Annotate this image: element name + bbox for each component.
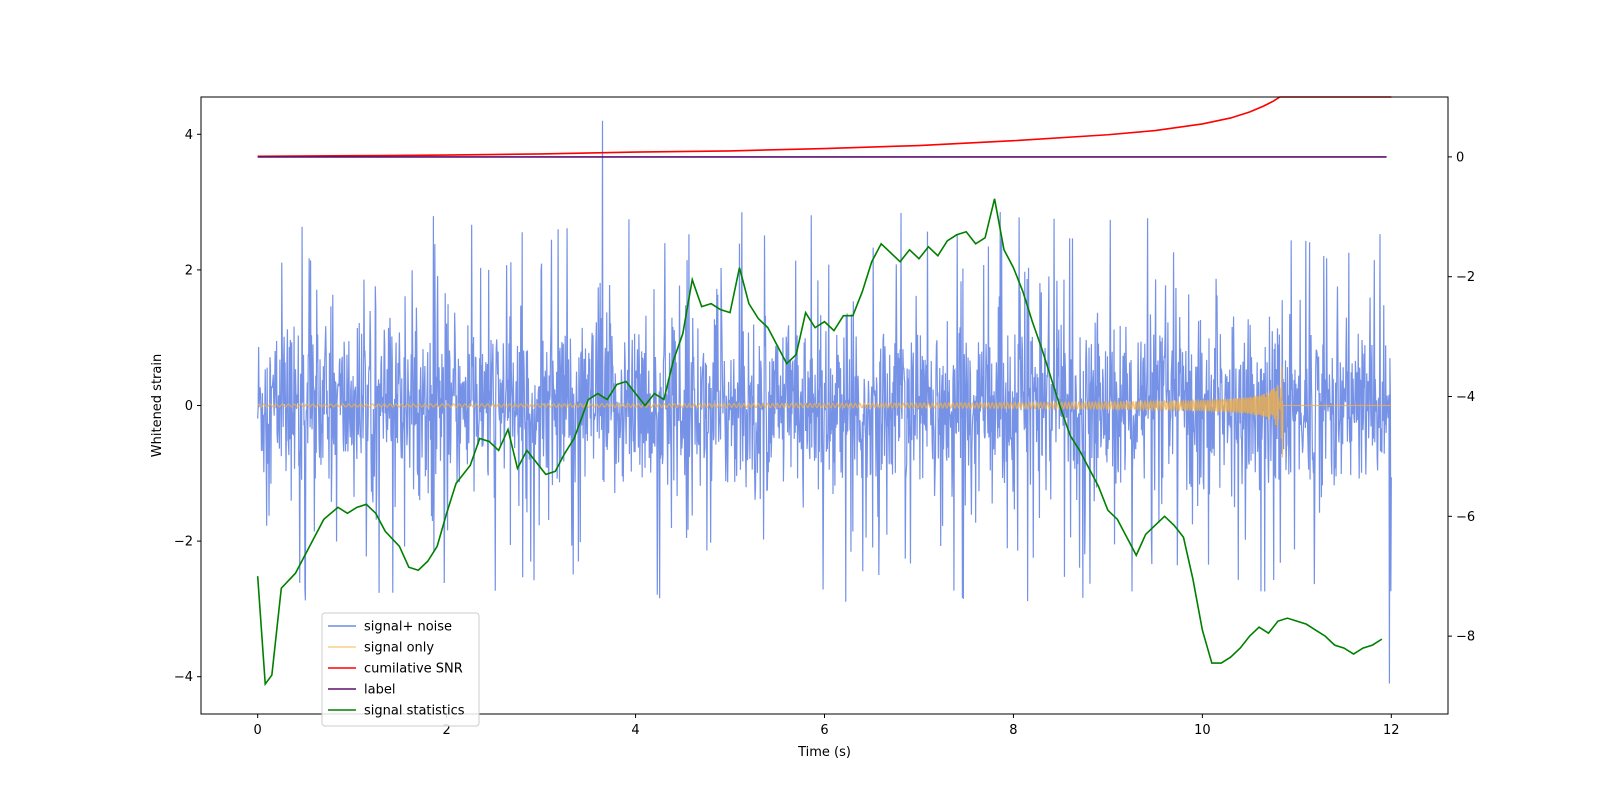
x-tick-label: 8	[1009, 723, 1017, 738]
legend: signal+ noise signal only cumilative SNR la…	[321, 612, 480, 727]
x-axis-title: Time (s)	[797, 745, 851, 760]
x-tick-label: 0	[254, 723, 262, 738]
x-tick-label: 6	[820, 723, 828, 738]
y-tick-label: −2	[174, 535, 193, 550]
y2-tick-label: −8	[1456, 630, 1475, 645]
legend-label: signal+ noise	[364, 620, 452, 635]
plot-area	[256, 96, 1392, 687]
x-tick-label: 4	[631, 723, 639, 738]
legend-label: cumilative SNR	[364, 662, 463, 677]
y-axis-left: −4 −2 0 2 4	[174, 128, 201, 685]
y2-tick-label: 0	[1456, 150, 1464, 165]
legend-item: cumilative SNR	[328, 662, 463, 677]
x-tick-label: 12	[1383, 723, 1400, 738]
legend-label: label	[364, 683, 395, 698]
legend-frame	[321, 612, 480, 727]
y2-tick-label: −4	[1456, 390, 1475, 405]
x-tick-label: 10	[1194, 723, 1211, 738]
y-tick-label: 0	[185, 399, 193, 414]
series-signal-noise	[257, 120, 1392, 684]
y2-tick-label: −6	[1456, 510, 1475, 525]
legend-item: label	[328, 683, 395, 698]
y-tick-label: 4	[185, 128, 193, 143]
legend-item: signal+ noise	[328, 620, 452, 635]
y-tick-label: −4	[174, 670, 193, 685]
x-tick-label: 2	[442, 723, 450, 738]
x-axis: 0 2 4 6 8 10 12	[254, 714, 1400, 738]
legend-item: signal statistics	[328, 704, 465, 719]
y-tick-label: 2	[185, 263, 193, 278]
y-axis-right: −8 −6 −4 −2 0	[1448, 150, 1475, 645]
series-signal-statistics	[256, 198, 1383, 687]
y2-tick-label: −2	[1456, 270, 1475, 285]
legend-item: signal only	[328, 641, 434, 656]
series-signal-only	[257, 366, 1392, 458]
legend-label: signal statistics	[364, 704, 465, 719]
y-axis-title: Whitened strain	[150, 354, 165, 457]
legend-label: signal only	[364, 641, 434, 656]
series-cumilative-snr	[257, 96, 1392, 158]
